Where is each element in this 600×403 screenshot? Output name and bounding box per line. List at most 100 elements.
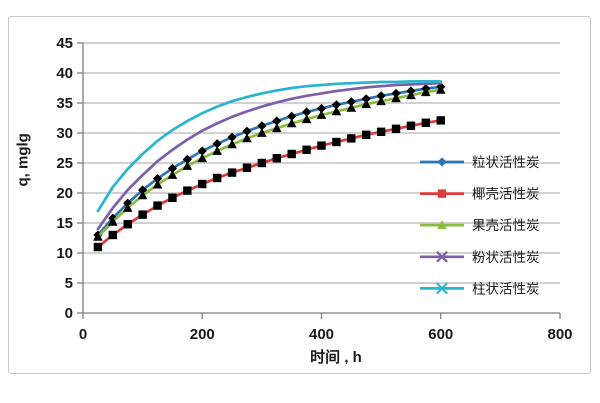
series-line-4 [96,80,443,213]
square-marker [362,130,371,139]
y-tick-label: 0 [65,305,73,322]
y-axis-title: q, mglg [14,133,32,187]
square-marker [437,189,447,198]
triangle-marker [242,133,252,143]
square-marker [406,121,416,130]
square-marker [242,163,252,172]
triangle-marker [182,161,193,170]
legend-label: 柱状活性炭 [472,281,540,296]
diamond-marker [242,126,252,136]
triangle-marker [391,93,401,103]
diamond-marker [152,174,163,184]
diamond-marker [257,121,267,131]
axes: 0 5 10 15 20 25 30 35 40 45 0 200 400 600 800 [56,35,572,343]
series-4 [96,80,443,213]
series-markers-2 [93,84,446,241]
y-tick-label: 30 [56,125,73,142]
square-marker [272,154,281,163]
triangle-marker [137,190,148,200]
square-marker [317,141,326,150]
square-marker [212,173,222,183]
diamond-marker [361,94,371,104]
square-marker [302,145,311,154]
square-marker [93,242,103,252]
square-marker [421,118,431,127]
triangle-marker [437,220,447,230]
triangle-marker [271,123,282,133]
triangle-marker [331,106,342,116]
triangle-marker [406,90,416,100]
diamond-marker [197,146,207,156]
diamond-marker [376,91,386,101]
chart-frame [8,16,591,374]
x-axis-title: 时间 , h [310,349,362,366]
square-marker [347,134,356,143]
series-1 [93,116,445,252]
x-tick-label: 400 [309,326,334,343]
square-marker [168,193,177,202]
triangle-marker [257,128,267,137]
series-0 [93,82,446,240]
legend-item-1: 椰壳活性炭 [420,187,540,202]
legend-item-3: 粉状活性炭 [420,250,540,265]
x-tick-label: 0 [79,326,87,343]
diamond-marker [316,103,327,113]
x-tick-label: 600 [428,326,453,343]
triangle-marker [361,99,372,109]
triangle-marker [212,146,222,155]
triangle-marker [152,179,163,189]
diamond-marker [437,157,447,167]
diamond-marker [182,154,192,164]
diamond-marker [301,107,312,117]
legend-item-4: 柱状活性炭 [420,281,540,296]
legend-item-2: 果壳活性炭 [420,218,540,233]
series-2 [93,84,446,241]
triangle-marker [167,170,178,179]
square-marker [153,201,162,210]
x-tick-label: 800 [547,326,572,343]
triangle-marker [301,114,312,124]
y-tick-label: 25 [56,155,73,172]
legend-label: 果壳活性炭 [472,218,540,233]
triangle-marker [346,102,357,112]
triangle-marker [108,216,118,226]
diamond-marker [167,163,178,173]
triangle-marker [93,231,103,241]
series-markers-0 [93,82,446,240]
y-tick-label: 35 [56,95,73,112]
x-tick-label: 200 [190,326,215,343]
square-marker [138,210,147,219]
square-marker [198,179,207,189]
diamond-marker [212,139,222,149]
legend-label: 粒状活性炭 [472,155,540,170]
y-tick-label: 45 [56,35,73,52]
diamond-marker [227,132,237,142]
y-tick-label: 5 [65,275,73,292]
y-tick-label: 20 [56,185,73,202]
square-marker [436,116,445,125]
y-tick-label: 15 [56,215,73,232]
gridlines [83,42,560,284]
diamond-marker [331,100,342,110]
diamond-marker [346,97,356,107]
square-marker [183,186,192,195]
series-3 [96,81,443,231]
square-marker [108,230,118,240]
y-tick-label: 10 [56,245,73,262]
square-marker [287,149,296,159]
y-tick-label: 40 [56,65,73,82]
triangle-marker [227,139,237,149]
square-marker [391,124,401,133]
legend-item-0: 粒状活性炭 [420,155,540,170]
triangle-marker [197,153,208,163]
triangle-marker [421,87,431,97]
x-marker [436,251,448,263]
square-marker [257,158,267,168]
legend-label: 粉状活性炭 [472,250,540,265]
triangle-marker [376,96,386,106]
diamond-marker [272,116,282,126]
square-marker [376,127,386,136]
triangle-marker [286,118,297,128]
